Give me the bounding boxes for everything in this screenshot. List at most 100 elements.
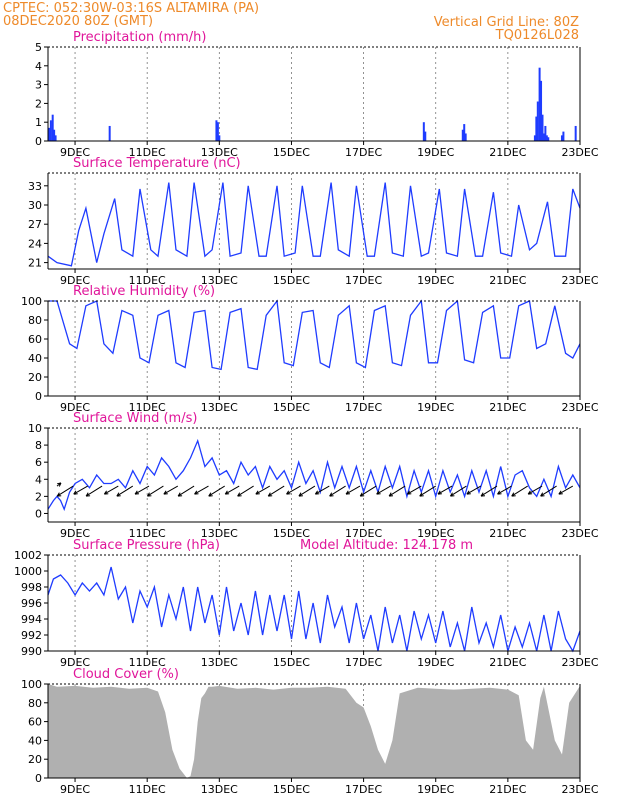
rh-title: Relative Humidity (%): [73, 284, 215, 299]
rh-xtick-label: 15DEC: [273, 401, 310, 414]
wind-vector-arrow: [437, 485, 453, 495]
rh-ytick-label: 100: [21, 295, 42, 308]
wind-xtick-label: 13DEC: [201, 527, 238, 540]
wind-vector-arrow: [103, 485, 119, 495]
pres-ytick-label: 1000: [14, 565, 42, 578]
wind-vector-arrow: [388, 485, 406, 497]
temp-ytick-label: 27: [28, 218, 42, 231]
rh-xtick-label: 19DEC: [417, 401, 454, 414]
rh-ytick-label: 80: [28, 314, 42, 327]
wind-title: Surface Wind (m/s): [73, 411, 197, 426]
pres-xtick-label: 21DEC: [489, 656, 526, 669]
wind-xtick-label: 15DEC: [273, 527, 310, 540]
temp-ytick-label: 30: [28, 199, 42, 212]
pres-ytick-label: 998: [21, 581, 42, 594]
wind-vector-arrow: [497, 485, 512, 495]
precip-bar: [461, 129, 464, 141]
cloud-xtick-label: 15DEC: [273, 783, 310, 796]
pres-xtick-label: 19DEC: [417, 656, 454, 669]
precip-bar: [51, 114, 54, 141]
precip-bar: [49, 120, 52, 141]
wind-vector-arrow: [177, 485, 195, 497]
wind-vector-arrow: [56, 482, 62, 487]
pres-ytick-label: 996: [21, 597, 42, 610]
wind-vector-arrow: [345, 485, 361, 495]
temp-xtick-label: 11DEC: [129, 274, 166, 287]
wind-xtick-label: 9DEC: [60, 527, 90, 540]
precip-bar: [464, 133, 467, 141]
rh-xtick-label: 21DEC: [489, 401, 526, 414]
wind-vector-arrow: [267, 485, 285, 497]
rh-series-line: [48, 299, 581, 371]
precip-bar: [536, 101, 539, 141]
wind-ytick-label: 10: [28, 422, 42, 435]
cloud-ytick-label: 0: [35, 772, 42, 785]
rh-ytick-label: 60: [28, 333, 42, 346]
temp-ytick-label: 24: [28, 237, 42, 250]
rh-ytick-label: 0: [35, 390, 42, 403]
wind-vector-arrow: [134, 485, 150, 495]
temp-title: Surface Temperature (nC): [73, 156, 241, 171]
pres-panel: 990 992 994 996 998 1000 1002 9DEC 11DEC 13DEC 15D…: [14, 538, 599, 669]
rh-ytick-label: 20: [28, 371, 42, 384]
precip-xtick-label: 13DEC: [201, 146, 238, 159]
precip-bar: [562, 131, 565, 141]
temp-xtick-label: 21DEC: [489, 274, 526, 287]
precip-ytick-label: 4: [35, 60, 42, 73]
wind-vector-arrow: [314, 485, 330, 495]
temp-xtick-label: 13DEC: [201, 274, 238, 287]
wind-vector-arrow: [237, 485, 254, 497]
precip-bar: [215, 120, 218, 141]
precip-bar: [422, 122, 425, 141]
header-station: CPTEC: 052:30W-03:16S ALTAMIRA (PA): [3, 1, 259, 16]
wind-vector-arrow: [85, 485, 103, 497]
cloud-ytick-label: 100: [21, 678, 42, 691]
wind-ytick-label: 4: [35, 473, 42, 486]
rh-ytick-label: 40: [28, 352, 42, 365]
header-grid-line: Vertical Grid Line: 80Z: [434, 15, 579, 30]
precip-ytick-label: 2: [35, 97, 42, 110]
precip-bar: [560, 135, 563, 141]
precip-bar: [574, 125, 577, 141]
wind-vector-arrow: [449, 485, 467, 497]
pres-ytick-label: 1002: [14, 549, 42, 562]
pres-xtick-label: 15DEC: [273, 656, 310, 669]
pres-ytick-label: 990: [21, 645, 42, 658]
rh-panel: 0 20 40 60 80 100 9DEC 11DEC 13DEC 15DEC 17DEC 19DE…: [21, 284, 599, 414]
wind-vector-arrow: [224, 485, 240, 495]
precip-bar: [218, 135, 221, 141]
pres-xtick-label: 17DEC: [345, 656, 382, 669]
wind-xtick-label: 21DEC: [489, 527, 526, 540]
wind-vector-arrow: [419, 485, 436, 497]
precip-bar: [424, 131, 427, 141]
wind-vector-arrow: [73, 485, 88, 495]
pres-title: Surface Pressure (hPa): [73, 538, 220, 553]
temp-xtick-label: 15DEC: [273, 274, 310, 287]
precip-bar: [544, 125, 547, 141]
precip-xtick-label: 23DEC: [561, 146, 598, 159]
wind-vector-arrow: [480, 485, 498, 497]
precip-xtick-label: 11DEC: [129, 146, 166, 159]
wind-vector-arrow: [376, 485, 391, 495]
cloud-xtick-label: 13DEC: [201, 783, 238, 796]
precip-bar: [541, 114, 544, 141]
wind-vector-arrow: [208, 485, 225, 497]
wind-vector-arrow: [406, 485, 422, 495]
wind-vector-arrow: [146, 485, 164, 497]
precip-bar: [540, 80, 543, 141]
cloud-ytick-label: 80: [28, 697, 42, 710]
cloud-area: [48, 684, 580, 778]
precip-bar: [48, 127, 51, 141]
wind-xtick-label: 19DEC: [417, 527, 454, 540]
pres-annotation: Model Altitude: 124.178 m: [300, 538, 473, 553]
rh-xtick-label: 13DEC: [201, 401, 238, 414]
precip-bar: [216, 122, 219, 141]
cloud-xtick-label: 19DEC: [417, 783, 454, 796]
wind-vector-arrow: [558, 485, 574, 495]
precip-xtick-label: 21DEC: [489, 146, 526, 159]
cloud-ytick-label: 60: [28, 716, 42, 729]
wind-vector-arrow: [116, 485, 134, 497]
temp-ytick-label: 33: [28, 180, 42, 193]
precip-bar: [545, 135, 548, 141]
precip-ytick-label: 0: [35, 135, 42, 148]
